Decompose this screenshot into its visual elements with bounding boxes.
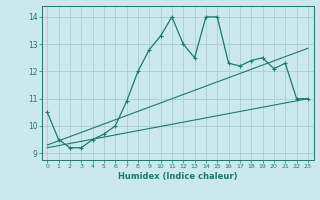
X-axis label: Humidex (Indice chaleur): Humidex (Indice chaleur) — [118, 172, 237, 181]
